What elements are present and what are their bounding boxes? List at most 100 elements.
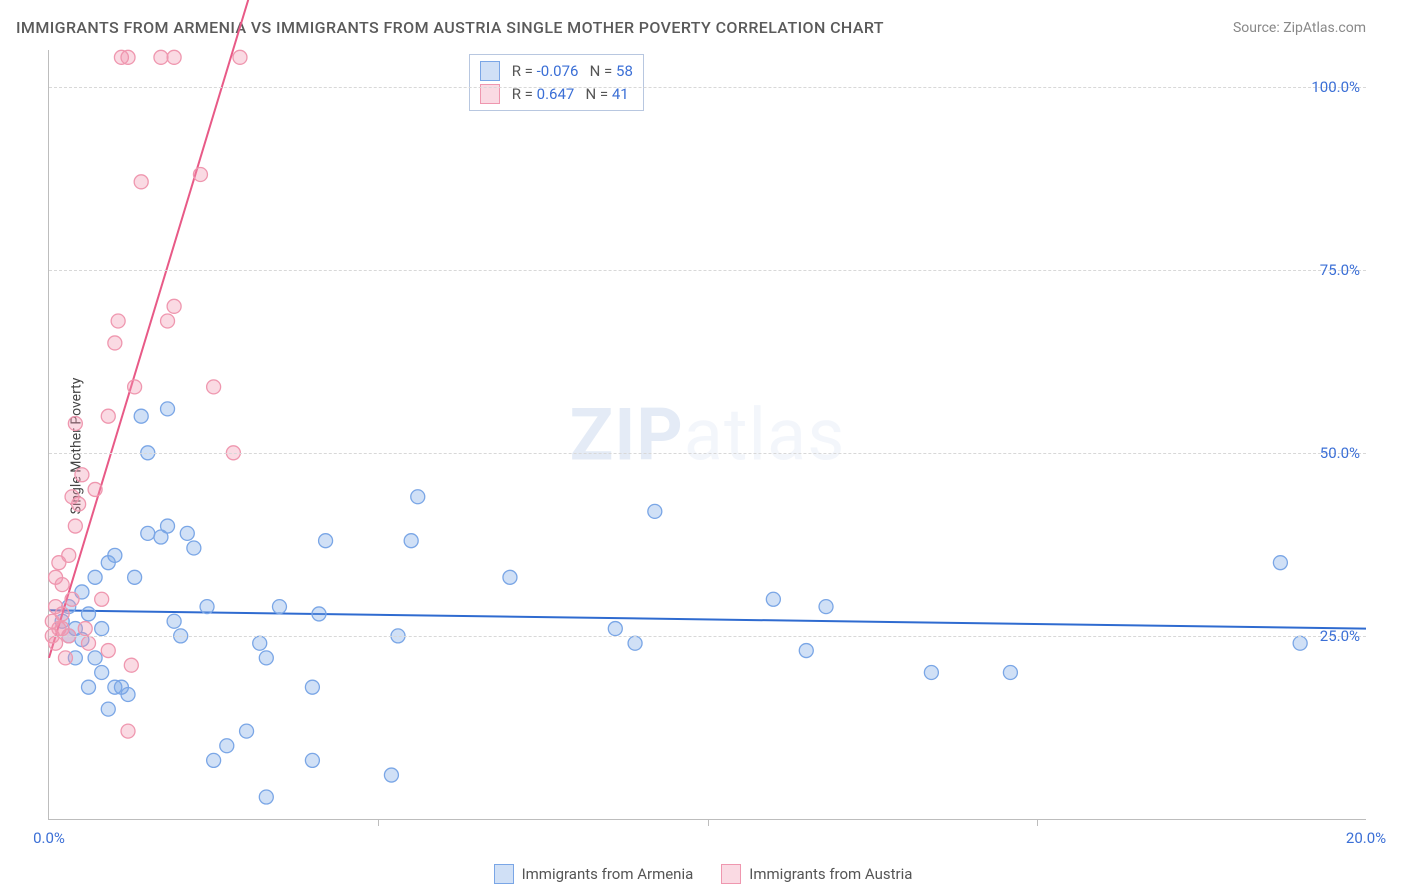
legend-label: Immigrants from Armenia	[522, 865, 694, 883]
data-point	[259, 651, 273, 665]
source-label: Source: ZipAtlas.com	[1233, 20, 1366, 36]
data-point	[82, 680, 96, 694]
data-point	[207, 380, 221, 394]
xtick-label: 20.0%	[1346, 829, 1386, 847]
data-point	[49, 636, 63, 650]
data-point	[207, 753, 221, 767]
data-point	[819, 600, 833, 614]
data-point	[55, 607, 69, 621]
data-point	[111, 314, 125, 328]
data-point	[124, 658, 138, 672]
data-point	[88, 651, 102, 665]
data-point	[88, 570, 102, 584]
data-point	[141, 526, 155, 540]
data-point	[134, 409, 148, 423]
data-point	[253, 636, 267, 650]
data-point	[924, 666, 938, 680]
data-point	[167, 614, 181, 628]
ytick-label: 100.0%	[1311, 78, 1360, 96]
data-point	[200, 600, 214, 614]
data-point	[101, 644, 115, 658]
data-point	[193, 168, 207, 182]
data-point	[404, 534, 418, 548]
data-point	[121, 687, 135, 701]
data-point	[167, 50, 181, 64]
gridline	[49, 270, 1366, 271]
data-point	[233, 50, 247, 64]
data-point	[799, 644, 813, 658]
data-point	[128, 380, 142, 394]
data-point	[88, 482, 102, 496]
data-point	[628, 636, 642, 650]
data-point	[411, 490, 425, 504]
legend-stats-text: R = -0.076 N = 58	[508, 60, 633, 83]
data-point	[108, 336, 122, 350]
data-point	[55, 578, 69, 592]
data-point	[220, 739, 234, 753]
legend-swatch	[721, 864, 741, 884]
gridline	[49, 636, 1366, 637]
data-point	[384, 768, 398, 782]
data-point	[58, 651, 72, 665]
legend-label: Immigrants from Austria	[749, 865, 912, 883]
data-point	[82, 636, 96, 650]
data-point	[95, 666, 109, 680]
legend-swatch	[480, 61, 500, 81]
data-point	[121, 724, 135, 738]
series-legend: Immigrants from Armenia Immigrants from A…	[0, 864, 1406, 884]
gridline	[49, 453, 1366, 454]
data-point	[101, 409, 115, 423]
data-point	[161, 314, 175, 328]
xtick-mark	[1037, 819, 1038, 826]
data-point	[108, 548, 122, 562]
data-point	[766, 592, 780, 606]
chart-plot-area: ZIPatlas R = -0.076 N = 58 R = 0.647 N =…	[48, 50, 1366, 820]
data-point	[608, 622, 622, 636]
ytick-label: 75.0%	[1320, 261, 1360, 279]
data-point	[305, 680, 319, 694]
legend-item: Immigrants from Armenia	[494, 864, 694, 884]
data-point	[305, 753, 319, 767]
data-point	[75, 468, 89, 482]
gridline	[49, 87, 1366, 88]
data-point	[101, 702, 115, 716]
stats-legend-row: R = -0.076 N = 58	[480, 60, 633, 83]
data-point	[312, 607, 326, 621]
trend-line	[49, 0, 266, 658]
data-point	[167, 299, 181, 313]
data-point	[78, 622, 92, 636]
trend-line	[49, 610, 1366, 628]
xtick-mark	[378, 819, 379, 826]
data-point	[68, 417, 82, 431]
stats-legend: R = -0.076 N = 58 R = 0.647 N = 41	[469, 54, 644, 111]
data-point	[154, 50, 168, 64]
data-point	[272, 600, 286, 614]
xtick-label: 0.0%	[33, 829, 65, 847]
data-point	[95, 592, 109, 606]
xtick-mark	[708, 819, 709, 826]
data-point	[82, 607, 96, 621]
data-point	[121, 50, 135, 64]
data-point	[65, 592, 79, 606]
data-point	[68, 519, 82, 533]
scatter-svg	[49, 50, 1366, 819]
data-point	[180, 526, 194, 540]
data-point	[1273, 556, 1287, 570]
data-point	[62, 548, 76, 562]
data-point	[134, 175, 148, 189]
data-point	[95, 622, 109, 636]
data-point	[161, 402, 175, 416]
data-point	[648, 504, 662, 518]
chart-title: IMMIGRANTS FROM ARMENIA VS IMMIGRANTS FR…	[16, 18, 884, 37]
data-point	[240, 724, 254, 738]
data-point	[1003, 666, 1017, 680]
ytick-label: 50.0%	[1320, 444, 1360, 462]
data-point	[128, 570, 142, 584]
legend-item: Immigrants from Austria	[721, 864, 912, 884]
data-point	[503, 570, 517, 584]
data-point	[187, 541, 201, 555]
data-point	[319, 534, 333, 548]
ytick-label: 25.0%	[1320, 627, 1360, 645]
data-point	[1293, 636, 1307, 650]
data-point	[259, 790, 273, 804]
